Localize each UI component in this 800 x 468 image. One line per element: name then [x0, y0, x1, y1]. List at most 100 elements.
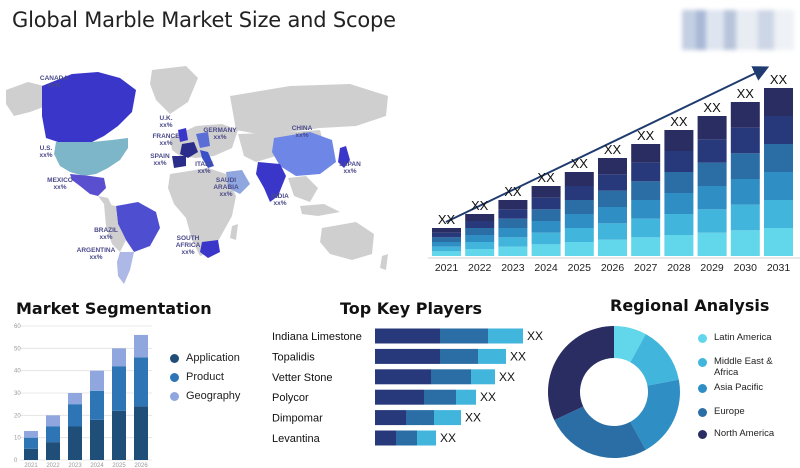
- forecast-year-label: 2028: [667, 262, 691, 274]
- seg-y-tick: 50: [14, 346, 21, 352]
- forecast-bar-segment: [730, 230, 760, 256]
- forecast-bar-segment: [531, 209, 561, 221]
- player-bar-segment: [434, 410, 461, 426]
- forecast-bar-segment: [498, 228, 528, 238]
- forecast-bar-segment: [432, 232, 461, 238]
- region-saudi-arabia: [226, 170, 250, 194]
- forecast-data-label: XX: [670, 114, 688, 129]
- seg-bar-segment: [134, 357, 148, 407]
- forecast-bar-segment: [730, 102, 760, 128]
- forecast-bar-segment: [564, 228, 594, 242]
- forecast-bar-segment: [664, 130, 694, 151]
- forecast-bar-segment: [730, 179, 760, 205]
- forecast-bar-segment: [697, 209, 727, 233]
- forecast-bar-segment: [465, 242, 495, 249]
- forecast-bar-segment: [564, 214, 594, 228]
- regional-legend-label: North America: [714, 428, 775, 439]
- forecast-bar-segment: [631, 237, 661, 256]
- forecast-bar-segment: [664, 235, 694, 256]
- player-data-label: XX: [440, 431, 456, 445]
- legend-item-application: Application: [170, 352, 240, 364]
- forecast-year-label: 2026: [601, 262, 625, 274]
- forecast-bar-segment: [598, 158, 627, 175]
- land-australia: [320, 222, 374, 260]
- forecast-bar-segment: [432, 246, 461, 252]
- seg-bar-segment: [46, 415, 60, 427]
- forecast-bar-segment: [498, 237, 528, 247]
- forecast-bar-segment: [764, 116, 793, 144]
- regional-legend-item: Asia Pacific: [698, 382, 792, 394]
- player-bar-segment: [375, 389, 424, 405]
- regional-donut-chart: [548, 326, 680, 458]
- region-germany: [196, 132, 210, 148]
- land-alaska: [6, 82, 46, 116]
- map-country-value: xx%: [39, 152, 52, 159]
- forecast-bar-segment: [531, 232, 561, 245]
- forecast-bar-segment: [764, 144, 793, 172]
- forecast-year-label: 2030: [734, 262, 758, 274]
- player-bar-segment: [478, 348, 506, 364]
- seg-y-tick: 20: [14, 413, 21, 419]
- legend-label: Geography: [186, 390, 241, 402]
- legend-swatch: [170, 353, 179, 363]
- region-china: [272, 132, 336, 176]
- player-bar-segment: [375, 328, 440, 344]
- player-data-label: XX: [499, 370, 515, 384]
- forecast-data-label: XX: [770, 72, 788, 87]
- forecast-bar-segment: [697, 162, 727, 186]
- seg-bar-segment: [68, 393, 82, 405]
- forecast-bar-segment: [498, 200, 528, 210]
- regional-legend-item: Middle East & Africa: [698, 356, 792, 379]
- forecast-data-label: XX: [703, 100, 721, 115]
- forecast-year-label: 2025: [568, 262, 592, 274]
- map-country-value: xx%: [159, 122, 172, 129]
- land-new-zealand: [380, 254, 388, 270]
- map-country-value: xx%: [99, 234, 112, 241]
- legend-swatch: [698, 408, 707, 417]
- player-bar-segment: [375, 348, 440, 364]
- forecast-bar-segment: [664, 151, 694, 172]
- map-country-label: ARGENTINA: [77, 247, 116, 254]
- forecast-data-label: XX: [604, 142, 622, 157]
- map-country-label: SOUTH: [177, 235, 200, 242]
- land-south-america: [104, 204, 126, 252]
- player-bar-segment: [456, 389, 476, 405]
- region-argentina: [117, 252, 134, 284]
- forecast-bar-segment: [598, 239, 627, 256]
- donut-slice: [630, 334, 679, 386]
- page-title: Global Marble Market Size and Scope: [12, 8, 396, 32]
- seg-bar-segment: [90, 370, 104, 391]
- forecast-bar-segment: [598, 174, 627, 191]
- land-russia: [230, 84, 388, 134]
- forecast-bar-segment: [465, 214, 495, 221]
- player-bar-segment: [396, 430, 417, 446]
- regional-legend-label: Asia Pacific: [714, 382, 764, 393]
- forecast-bar-segment: [631, 200, 661, 219]
- player-data-label: XX: [480, 390, 496, 404]
- map-country-label: GERMANY: [203, 127, 237, 134]
- forecast-bar-segment: [598, 223, 627, 240]
- player-data-label: XX: [465, 411, 481, 425]
- seg-bar-segment: [112, 410, 126, 460]
- map-country-value: xx%: [213, 134, 226, 141]
- forecast-data-label: XX: [438, 212, 456, 227]
- forecast-data-label: XX: [637, 128, 655, 143]
- map-country-value: xx%: [219, 191, 232, 198]
- player-name: Topalidis: [272, 351, 315, 363]
- legend-swatch: [170, 391, 179, 401]
- map-country-label: ITALY: [195, 161, 213, 168]
- key-players-bar-chart: Indiana Limestone XX Topalidis XX Vetter Sto…: [272, 328, 543, 446]
- forecast-bar-segment: [664, 172, 694, 193]
- map-country-label: FRANCE: [152, 133, 180, 140]
- forecast-bar-segment: [664, 214, 694, 235]
- forecast-bar-segment: [730, 153, 760, 179]
- regional-legend-label: Europe: [714, 406, 745, 417]
- region-india: [256, 162, 286, 202]
- legend-swatch: [698, 430, 707, 439]
- seg-y-tick: 60: [14, 324, 21, 330]
- forecast-bar-segment: [531, 244, 561, 256]
- map-country-value: xx%: [273, 200, 286, 207]
- map-country-value: xx%: [181, 249, 194, 256]
- region-spain: [172, 156, 186, 168]
- forecast-bar-segment: [598, 207, 627, 224]
